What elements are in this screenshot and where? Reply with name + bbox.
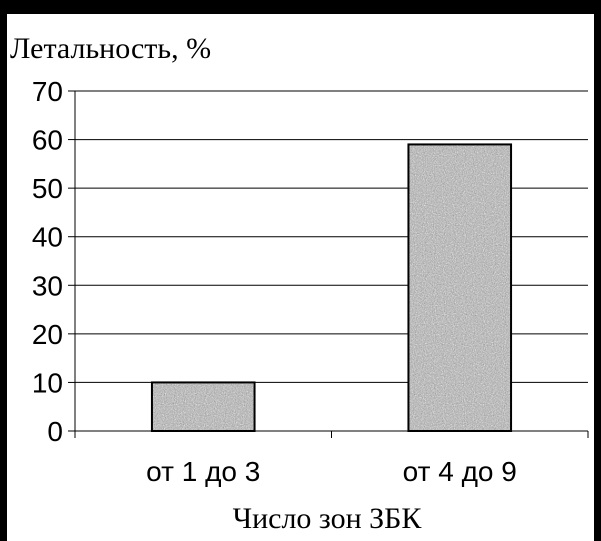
y-tick-label: 30 (32, 270, 63, 301)
x-axis-label: Число зон ЗБК (233, 502, 423, 535)
y-axis-label: Летальность, % (10, 32, 211, 65)
x-tick-labels: от 1 до 3 от 4 до 9 (146, 456, 517, 487)
y-tick-label: 40 (32, 222, 63, 253)
y-tick-label: 10 (32, 367, 63, 398)
x-tick-label: от 1 до 3 (146, 456, 260, 487)
y-tick-label: 60 (32, 125, 63, 156)
y-tick-labels: 0 10 20 30 40 50 60 70 (32, 76, 63, 447)
y-tick-label: 20 (32, 319, 63, 350)
bar-texture (408, 144, 512, 431)
axes-group (68, 90, 589, 438)
bars-group (150, 143, 513, 433)
y-tick-label: 70 (32, 76, 63, 107)
y-tick-label: 50 (32, 173, 63, 204)
y-tick-label: 0 (47, 416, 63, 447)
frame-border-left (0, 0, 7, 541)
x-tick-label: от 4 до 9 (403, 456, 517, 487)
frame-border-right (594, 14, 601, 541)
frame-border-top (0, 0, 601, 14)
bar-texture (151, 382, 255, 431)
